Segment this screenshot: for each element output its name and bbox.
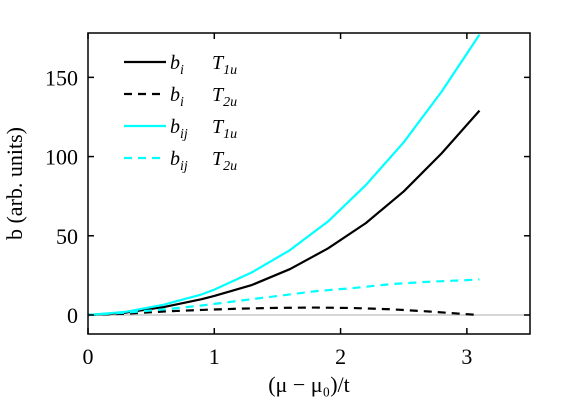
series-line-1 [87, 109, 481, 317]
legend-label-4: bij T2u [170, 148, 237, 174]
y-tick-label: 150 [45, 65, 78, 90]
x-tick-label: 2 [335, 344, 346, 369]
y-tick-label: 100 [45, 145, 78, 170]
y-tick-label: 0 [67, 303, 78, 328]
legend: bi T1u bi T2u bij T1u bij T2u [124, 52, 237, 174]
legend-label-1: bi T1u [170, 52, 237, 78]
series-layer [87, 33, 481, 317]
x-tick-label: 1 [209, 344, 220, 369]
legend-label-2: bi T2u [170, 84, 237, 110]
legend-label-3: bij T1u [170, 116, 237, 142]
tick-layer: 0 1 2 3 0 50 100 150 [45, 33, 530, 369]
x-tick-label: 3 [461, 344, 472, 369]
y-axis-label: b (arb. units) [2, 127, 27, 240]
plot-frame [87, 32, 531, 335]
series-line-3 [87, 33, 481, 317]
x-axis-label: (μ − μ₀)/t [268, 372, 350, 397]
y-tick-label: 50 [56, 224, 78, 249]
x-tick-label: 0 [83, 344, 94, 369]
